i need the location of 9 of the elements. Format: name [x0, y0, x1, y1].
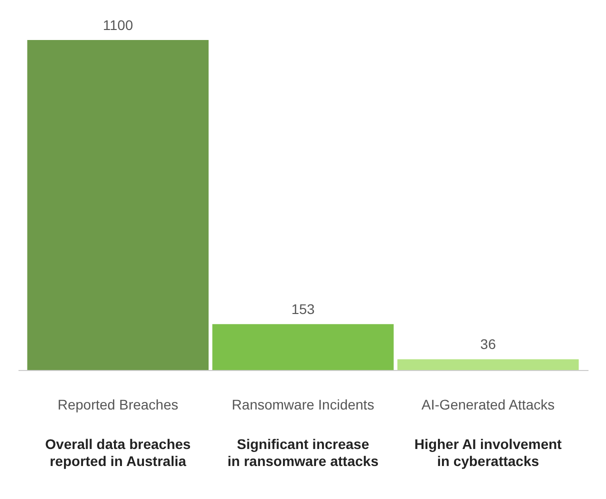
text: Higher AI involvement in cyberattacks	[414, 436, 562, 469]
x-tick-label: Ransomware Incidents	[232, 396, 374, 412]
data-label: 1100	[102, 17, 134, 33]
data-label: 36	[480, 336, 496, 352]
data-label: 153	[291, 301, 315, 318]
text: Overall data breaches reported in Australia	[45, 436, 191, 469]
text: Significant increase in ransomware attacks	[228, 436, 379, 469]
x-tick-label: AI-Generated Attacks	[422, 396, 555, 412]
x-tick-label: Reported Breaches	[58, 396, 178, 412]
